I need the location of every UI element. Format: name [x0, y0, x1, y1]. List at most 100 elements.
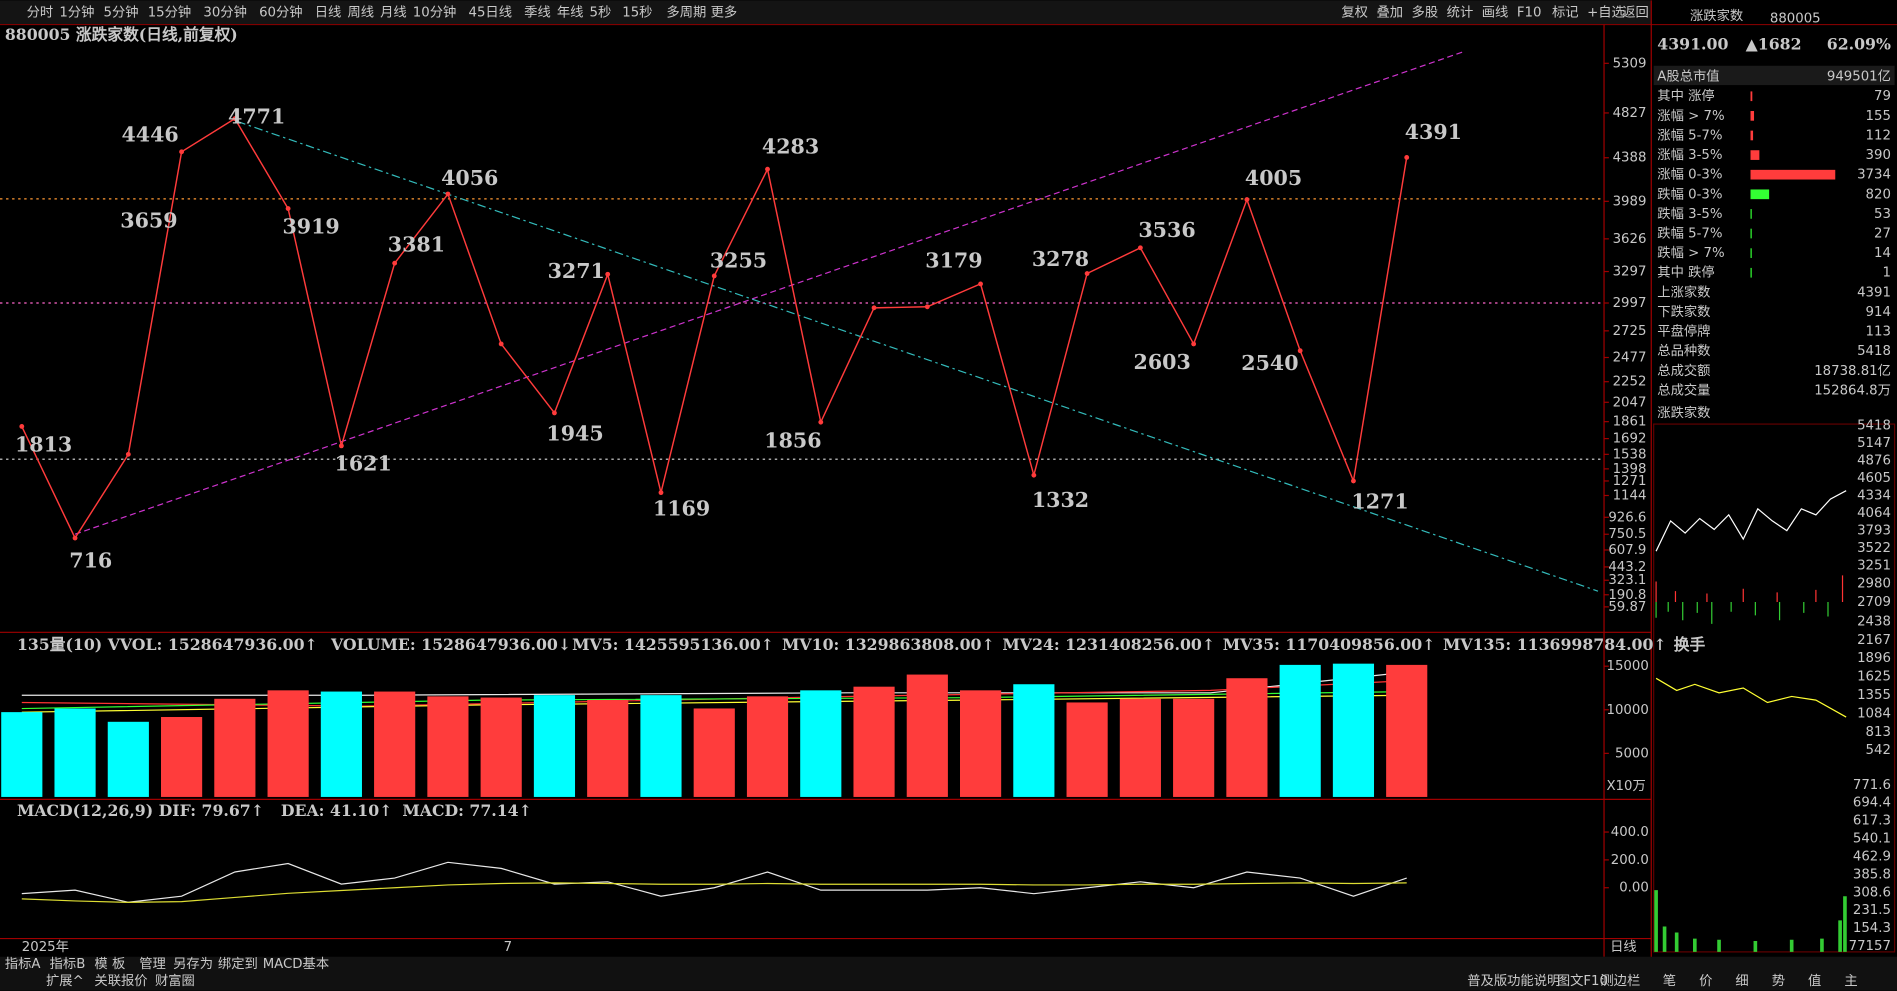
point-label: 3381: [388, 233, 445, 257]
stat-label: 跌幅 5-7%: [1657, 226, 1722, 242]
period-tab[interactable]: 60分钟: [259, 3, 303, 20]
volume-bar: [1066, 702, 1108, 797]
period-tab[interactable]: 多周期: [666, 3, 706, 20]
mode-tab[interactable]: 值: [1808, 973, 1821, 989]
y-tick-label: 1692: [1613, 432, 1647, 447]
link-tab[interactable]: 关联报价: [94, 973, 147, 989]
stat-label: 涨幅 > 7%: [1657, 108, 1724, 124]
y-tick-label: 190.8: [1608, 588, 1646, 603]
volume-bar: [533, 695, 576, 797]
mini-line: [1655, 677, 1847, 718]
volume-bar: [1, 712, 43, 797]
tool-button[interactable]: 返回: [1622, 4, 1649, 20]
side-link[interactable]: 测边栏: [1600, 973, 1640, 989]
link-tab[interactable]: 财富圈: [155, 972, 195, 989]
y-tick-label: 3626: [1613, 232, 1647, 247]
stat-bar: [1750, 91, 1753, 102]
period-tab[interactable]: 10分钟: [413, 3, 457, 20]
stat-label: 涨幅 5-7%: [1657, 127, 1722, 143]
period-tab[interactable]: 更多: [711, 3, 738, 20]
stat-value: 79: [1874, 89, 1891, 104]
tool-button[interactable]: F10: [1517, 5, 1542, 20]
index-point: [1137, 245, 1143, 251]
indicator-tab[interactable]: 模 板: [94, 956, 125, 972]
volume-bar: [214, 698, 256, 797]
y-tick-label: 2047: [1613, 395, 1647, 410]
mode-tab[interactable]: 笔: [1663, 973, 1676, 989]
indicator-tab[interactable]: 指标A: [5, 956, 41, 972]
side-link[interactable]: 图文F10: [1557, 973, 1608, 989]
tool-button[interactable]: 统计: [1447, 4, 1474, 20]
index-point: [72, 535, 78, 541]
tool-button[interactable]: 标记: [1552, 4, 1579, 20]
mini-tick: 1355: [1857, 688, 1891, 703]
stat-value: 1: [1882, 266, 1890, 281]
indicator-header: MV5: 1425595136.00↑: [572, 635, 774, 654]
period-tab[interactable]: 45日线: [468, 4, 512, 20]
stat-value: 949501亿: [1827, 69, 1891, 85]
y-tick-label: 5309: [1613, 56, 1647, 71]
tool-button[interactable]: 复权: [1341, 3, 1368, 20]
y-tick-label: 926.6: [1608, 510, 1646, 525]
index-point: [1351, 478, 1356, 484]
volume-bar: [960, 690, 1002, 797]
stat-bar: [1750, 248, 1752, 258]
indicator-header: 135量(10) VVOL: 1528647936.00↑: [17, 635, 318, 654]
stat-label: 其中 跌停: [1657, 264, 1714, 281]
quote-code: 880005: [1770, 12, 1821, 27]
stat-label: 跌幅 > 7%: [1657, 245, 1724, 261]
period-tab[interactable]: 15分钟: [148, 3, 192, 20]
y-tick-label: 4827: [1613, 106, 1647, 121]
period-tab[interactable]: 季线: [524, 4, 551, 20]
mini-tick: 5418: [1857, 418, 1891, 433]
indicator-tab[interactable]: 另存为: [173, 956, 213, 972]
index-point: [1191, 341, 1197, 347]
mode-tab[interactable]: 主: [1844, 973, 1857, 989]
y-tick-label: 2477: [1613, 350, 1647, 365]
index-point: [658, 490, 664, 496]
mode-tab[interactable]: 价: [1699, 974, 1712, 989]
trend-line: [237, 120, 1599, 592]
volume-bar: [800, 690, 842, 797]
index-point: [978, 281, 984, 287]
point-label: 3179: [925, 248, 982, 272]
link-tab[interactable]: 扩展^: [46, 973, 84, 989]
indicator-tab[interactable]: 绑定到: [218, 956, 258, 972]
point-label: 1856: [764, 429, 821, 453]
indicator-tab[interactable]: 管理: [139, 956, 166, 972]
y-tick-label: 4388: [1613, 151, 1647, 166]
mode-tab[interactable]: 势: [1772, 973, 1785, 989]
period-tab[interactable]: 年线: [557, 4, 584, 20]
mini-tick: 2709: [1857, 595, 1891, 610]
side-link[interactable]: 普及版功能说明: [1467, 973, 1560, 989]
tool-button[interactable]: +自选: [1587, 4, 1625, 20]
mini-tick: 542: [1866, 743, 1891, 758]
period-tab[interactable]: 30分钟: [203, 3, 247, 20]
period-tab[interactable]: 日线: [315, 4, 342, 20]
tool-button[interactable]: 多股: [1412, 3, 1439, 20]
period-tab[interactable]: 周线: [347, 4, 374, 20]
point-label: 1271: [1351, 489, 1408, 513]
mini-tick: 2980: [1857, 576, 1891, 591]
mini-tick: 2167: [1857, 633, 1891, 648]
y-tick-label: 2725: [1613, 324, 1647, 339]
indicator-header: MV135: 1136998784.00↑: [1443, 635, 1667, 654]
tool-button[interactable]: 画线: [1482, 4, 1509, 20]
period-tab[interactable]: 1分钟: [59, 3, 94, 20]
period-tab[interactable]: 5秒: [590, 4, 612, 20]
y-tick-label: 443.2: [1608, 560, 1646, 575]
volume-bar: [693, 708, 735, 797]
period-tab[interactable]: 分时: [27, 4, 54, 20]
y-tick-label: 1538: [1613, 447, 1647, 462]
period-tab[interactable]: 5分钟: [104, 3, 139, 20]
indicator-tab[interactable]: MACD基本: [263, 956, 329, 972]
point-label: 4005: [1245, 166, 1302, 190]
tool-button[interactable]: 叠加: [1376, 4, 1403, 20]
toolbar-bg: [0, 0, 1652, 25]
period-tab[interactable]: 15秒: [622, 4, 652, 20]
indicator-tab[interactable]: 指标B: [50, 956, 86, 972]
period-tab[interactable]: 月线: [380, 4, 407, 20]
mode-tab[interactable]: 细: [1735, 973, 1748, 989]
